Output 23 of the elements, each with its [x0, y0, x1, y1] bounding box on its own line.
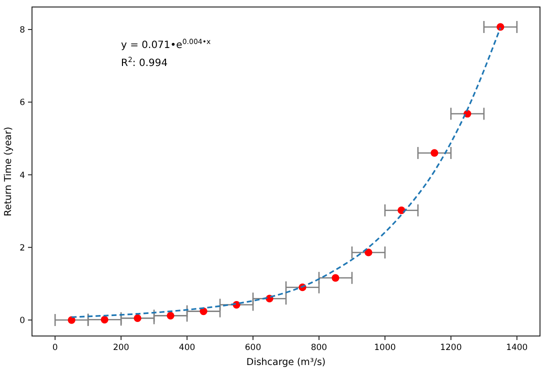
point — [332, 274, 340, 282]
annotation: y = 0.071•e$^{0.004•x}$ — [121, 38, 211, 51]
x-tick-label: 600 — [244, 343, 262, 353]
y-tick-label: 6 — [20, 98, 25, 108]
point — [364, 248, 372, 256]
annotation: R$^{2}$: 0.994 — [121, 56, 168, 69]
y-axis-title: Return Time (year) — [3, 126, 14, 216]
point — [166, 312, 174, 320]
y-tick-label: 2 — [20, 243, 25, 254]
point — [430, 149, 438, 157]
point — [100, 316, 108, 324]
x-tick-label: 1200 — [440, 343, 462, 353]
y-tick-label: 4 — [20, 170, 25, 181]
point — [134, 314, 142, 322]
y-tick-label: 0 — [20, 316, 25, 326]
x-axis-title: Dishcarge (m³/s) — [246, 357, 326, 368]
x-tick-label: 1400 — [506, 343, 528, 353]
x-tick-label: 400 — [178, 343, 196, 353]
x-tick-label: 800 — [310, 343, 328, 353]
x-tick-label: 200 — [112, 343, 130, 353]
x-tick-label: 1000 — [374, 343, 396, 353]
y-tick-label: 8 — [20, 26, 25, 36]
x-tick-label: 0 — [52, 343, 58, 353]
